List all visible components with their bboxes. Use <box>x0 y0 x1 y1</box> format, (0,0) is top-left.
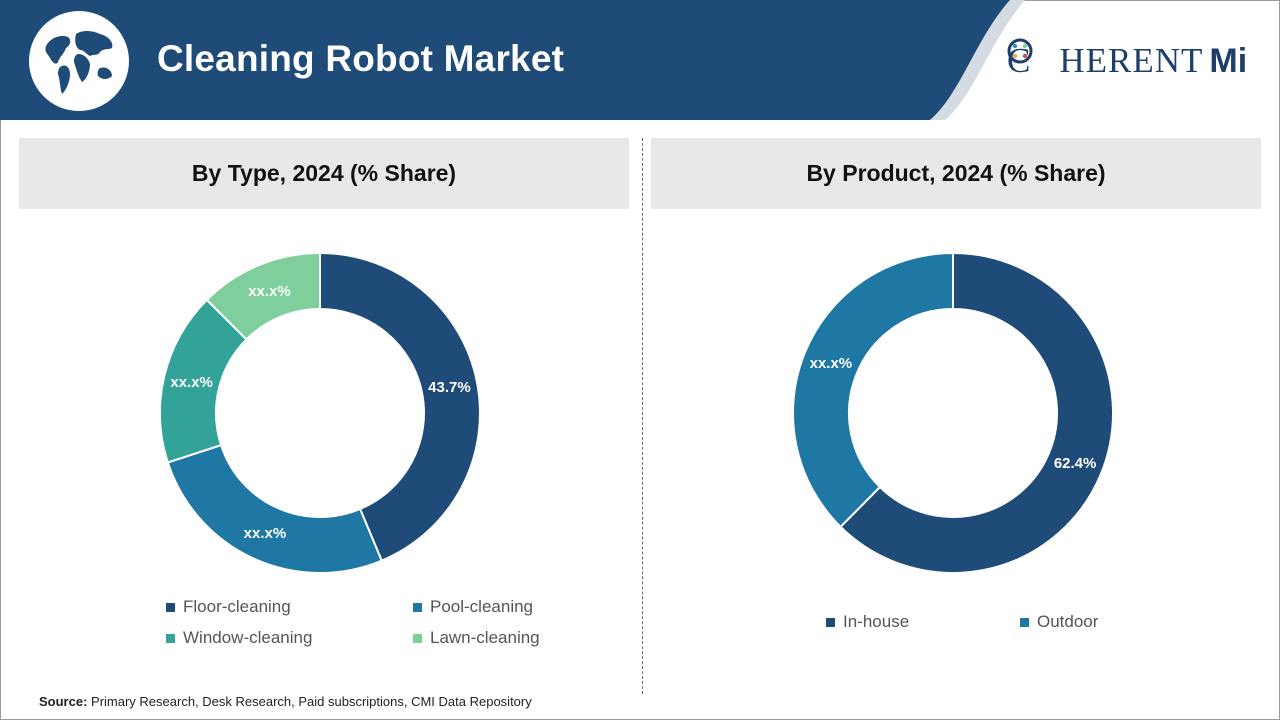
legend-item-outdoor: Outdoor <box>1020 612 1098 632</box>
donut-slice-pool-cleaning <box>166 443 384 574</box>
header-background <box>0 0 1025 120</box>
legend-item-lawn-cleaning: Lawn-cleaning <box>413 628 540 648</box>
product-donut-chart: 62.4% xx.x% <box>792 251 1114 574</box>
donut-slice-in-house <box>839 251 1114 574</box>
donut-slice-outdoor <box>792 251 954 529</box>
product-chart-title: By Product, 2024 (% Share) <box>651 138 1261 209</box>
legend-swatch <box>413 633 422 643</box>
legend-swatch <box>166 633 175 643</box>
type-chart-title: By Type, 2024 (% Share) <box>19 138 629 209</box>
donut-slice-lawn-cleaning <box>205 251 321 341</box>
legend-label: Window-cleaning <box>183 628 313 647</box>
legend-label: Pool-cleaning <box>430 597 534 616</box>
globe-icon <box>28 10 130 112</box>
page-title: Cleaning Robot Market <box>157 38 565 79</box>
source-note: Source: Primary Research, Desk Research,… <box>39 694 532 709</box>
source-label: Source: <box>39 694 88 709</box>
slice-label-pool-cleaning: xx.x% <box>244 525 287 542</box>
slice-label-floor-cleaning: 43.7% <box>428 379 471 396</box>
legend-item-window-cleaning: Window-cleaning <box>166 628 312 648</box>
legend-item-in-house: In-house <box>826 612 909 632</box>
logo-mi: Mi <box>1209 41 1248 80</box>
legend-item-floor-cleaning: Floor-cleaning <box>166 597 291 617</box>
donut-slice-floor-cleaning <box>319 251 481 562</box>
panel-divider <box>642 138 643 694</box>
legend-item-pool-cleaning: Pool-cleaning <box>413 597 533 617</box>
legend-swatch <box>166 602 175 612</box>
legend-swatch <box>413 602 422 612</box>
header-banner: Cleaning Robot Market C HERENT Mi <box>0 0 1280 120</box>
brand-logo: C HERENT Mi <box>1007 38 1247 84</box>
legend-label: Lawn-cleaning <box>430 628 540 647</box>
legend-swatch <box>1020 617 1029 627</box>
type-donut-chart: 43.7% xx.x% xx.x% xx.x% <box>159 251 481 574</box>
source-text: Primary Research, Desk Research, Paid su… <box>91 694 532 709</box>
legend-label: Outdoor <box>1037 612 1099 631</box>
slice-label-in-house: 62.4% <box>1054 455 1097 472</box>
legend-label: Floor-cleaning <box>183 597 291 616</box>
legend-label: In-house <box>843 612 910 631</box>
legend-swatch <box>826 617 835 627</box>
slice-label-lawn-cleaning: xx.x% <box>248 283 291 300</box>
slice-label-outdoor: xx.x% <box>810 355 853 372</box>
slice-label-window-cleaning: xx.x% <box>170 374 213 391</box>
logo-text-rest: HERENT <box>1059 41 1204 80</box>
logo-dot-icon <box>1007 38 1058 74</box>
